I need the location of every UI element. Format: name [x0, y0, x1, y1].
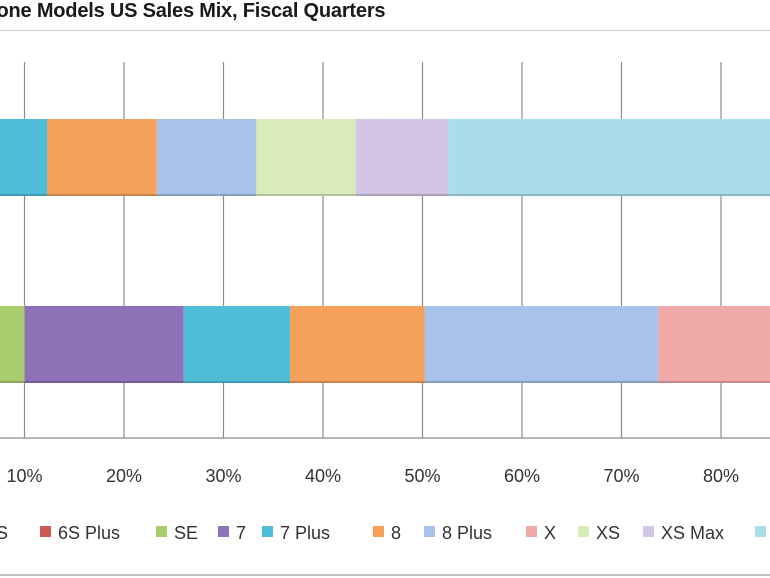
- bar-segment-se-2: [0, 306, 25, 383]
- legend-label-8-plus: 8 Plus: [442, 523, 492, 543]
- legend-swatch-x: [526, 526, 537, 537]
- bar-segment-xs-1: [256, 119, 356, 196]
- legend-label-xs: XS: [596, 523, 620, 543]
- x-tick-label-20pct: 20%: [106, 466, 142, 486]
- bar-segment-7-plus-1: [0, 119, 48, 196]
- x-tick-label-30pct: 30%: [205, 466, 241, 486]
- bottom-divider: [0, 574, 770, 576]
- legend-swatch-xr: [755, 526, 766, 537]
- legend-label-8: 8: [391, 523, 401, 543]
- legend-swatch-7-plus: [262, 526, 273, 537]
- x-tick-label-40pct: 40%: [305, 466, 341, 486]
- legend-swatch-xs-max: [643, 526, 654, 537]
- bar-segment-7-2: [24, 306, 184, 383]
- bar-segment-xr-1: [448, 119, 770, 196]
- bar-shadow-2: [0, 381, 770, 383]
- bars: [0, 119, 770, 383]
- x-axis-ticks: 10% 20% 30% 40% 50% 60% 70% 80%: [6, 466, 739, 486]
- legend-label-se: SE: [174, 523, 198, 543]
- bar-segment-8-plus-2: [424, 306, 659, 383]
- legend-label-xs-max: XS Max: [661, 523, 724, 543]
- legend-swatch-xs: [578, 526, 589, 537]
- legend-swatch-6s-plus: [40, 526, 51, 537]
- legend-label-7: 7: [236, 523, 246, 543]
- legend-label-6s-plus: 6S Plus: [58, 523, 120, 543]
- title-divider: [0, 30, 770, 31]
- x-tick-label-60pct: 60%: [504, 466, 540, 486]
- chart-title: iPhone Models US Sales Mix, Fiscal Quart…: [0, 0, 386, 22]
- legend-label-6s: 6S: [0, 523, 8, 543]
- bar-segment-8-2: [290, 306, 425, 383]
- bar-segment-x-2: [658, 306, 770, 383]
- legend-label-x: X: [544, 523, 556, 543]
- bar-segment-8-plus-1: [156, 119, 257, 196]
- bar-segment-xs-max-1: [355, 119, 449, 196]
- legend-swatch-8: [373, 526, 384, 537]
- legend-swatch-7: [218, 526, 229, 537]
- x-tick-label-70pct: 70%: [603, 466, 639, 486]
- x-tick-label-10pct: 10%: [6, 466, 42, 486]
- legend-swatch-8-plus: [424, 526, 435, 537]
- legend-label-7-plus: 7 Plus: [280, 523, 330, 543]
- x-tick-label-80pct: 80%: [703, 466, 739, 486]
- bar-shadow-1: [0, 194, 770, 196]
- x-tick-label-50pct: 50%: [404, 466, 440, 486]
- legend-swatch-se: [156, 526, 167, 537]
- bar-segment-8-1: [47, 119, 157, 196]
- bar-segment-7-plus-2: [183, 306, 291, 383]
